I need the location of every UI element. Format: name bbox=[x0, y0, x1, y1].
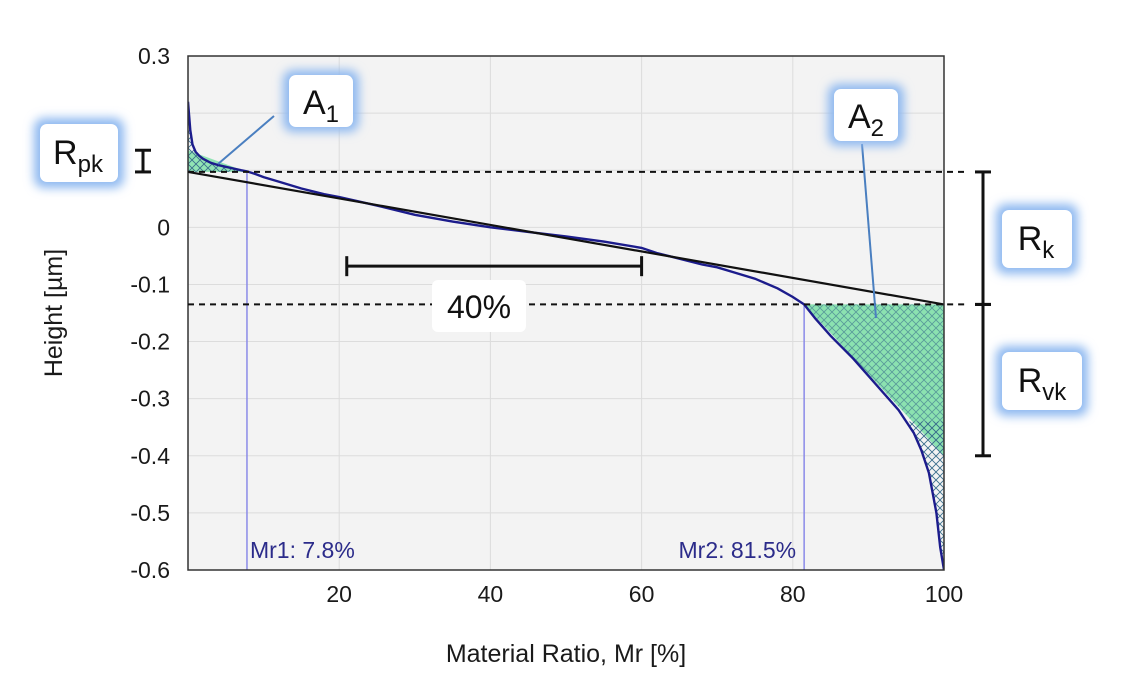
svg-text:Rpk: Rpk bbox=[53, 134, 104, 178]
height-brackets bbox=[135, 148, 991, 458]
forty-percent-box: 40% bbox=[432, 280, 526, 332]
a2-main: A bbox=[848, 98, 871, 136]
x-tick-label: 40 bbox=[478, 581, 504, 607]
a1-pointer-line bbox=[217, 115, 275, 165]
y-tick-label: -0.1 bbox=[130, 271, 170, 297]
forty-percent-label: 40% bbox=[447, 289, 511, 325]
x-axis-label: Material Ratio, Mr [%] bbox=[446, 640, 686, 668]
rpk-sub: pk bbox=[78, 151, 104, 178]
x-tick-label: 60 bbox=[629, 581, 655, 607]
a2-sub: 2 bbox=[871, 115, 884, 142]
rvk-bracket bbox=[975, 302, 991, 458]
area-a2-hatch bbox=[804, 304, 944, 456]
y-tick-label: 0.3 bbox=[138, 43, 170, 69]
svg-text:A2: A2 bbox=[848, 98, 884, 142]
x-axis-ticks: 20 40 60 80 100 bbox=[326, 581, 963, 607]
rk-main: R bbox=[1018, 220, 1043, 258]
svg-text:A1: A1 bbox=[303, 84, 339, 128]
a1-main: A bbox=[303, 84, 326, 122]
rk-sub: k bbox=[1042, 237, 1055, 264]
rvk-sub: vk bbox=[1042, 379, 1067, 406]
rk-bracket bbox=[975, 170, 991, 306]
a1-sub: 1 bbox=[326, 101, 339, 128]
callout-rvk: Rvk bbox=[996, 346, 1088, 416]
y-tick-label: -0.4 bbox=[130, 443, 170, 469]
x-tick-label: 100 bbox=[925, 581, 963, 607]
mr2-label: Mr2: 81.5% bbox=[679, 537, 797, 563]
y-tick-label: -0.6 bbox=[130, 557, 170, 583]
y-tick-label: 0 bbox=[157, 214, 170, 240]
area-a1-hatch bbox=[188, 101, 247, 172]
y-axis-ticks: 0.3 0 -0.1 -0.2 -0.3 -0.4 -0.5 -0.6 bbox=[130, 43, 170, 583]
rpk-main: R bbox=[53, 134, 78, 172]
callout-rk: Rk bbox=[996, 204, 1078, 274]
y-axis-label: Height [µm] bbox=[40, 249, 68, 377]
material-ratio-curve bbox=[188, 101, 944, 570]
y-tick-label: -0.3 bbox=[130, 386, 170, 412]
plot-border bbox=[187, 55, 945, 571]
mr1-label: Mr1: 7.8% bbox=[250, 537, 355, 563]
x-tick-label: 80 bbox=[780, 581, 806, 607]
svg-text:Rvk: Rvk bbox=[1018, 362, 1068, 406]
valley-tail-hatch bbox=[906, 421, 944, 570]
callout-rpk: Rpk bbox=[34, 118, 124, 188]
svg-text:Rk: Rk bbox=[1018, 220, 1056, 264]
rpk-bracket bbox=[135, 148, 151, 174]
callout-a1: A1 bbox=[283, 70, 359, 132]
rvk-main: R bbox=[1018, 362, 1043, 400]
core-regression-line bbox=[188, 170, 944, 306]
y-tick-label: -0.2 bbox=[130, 329, 170, 355]
callout-a2: A2 bbox=[828, 84, 904, 146]
x-tick-label: 20 bbox=[326, 581, 352, 607]
a2-pointer-line bbox=[861, 143, 877, 319]
y-tick-label: -0.5 bbox=[130, 500, 170, 526]
forty-percent-span bbox=[345, 256, 644, 277]
